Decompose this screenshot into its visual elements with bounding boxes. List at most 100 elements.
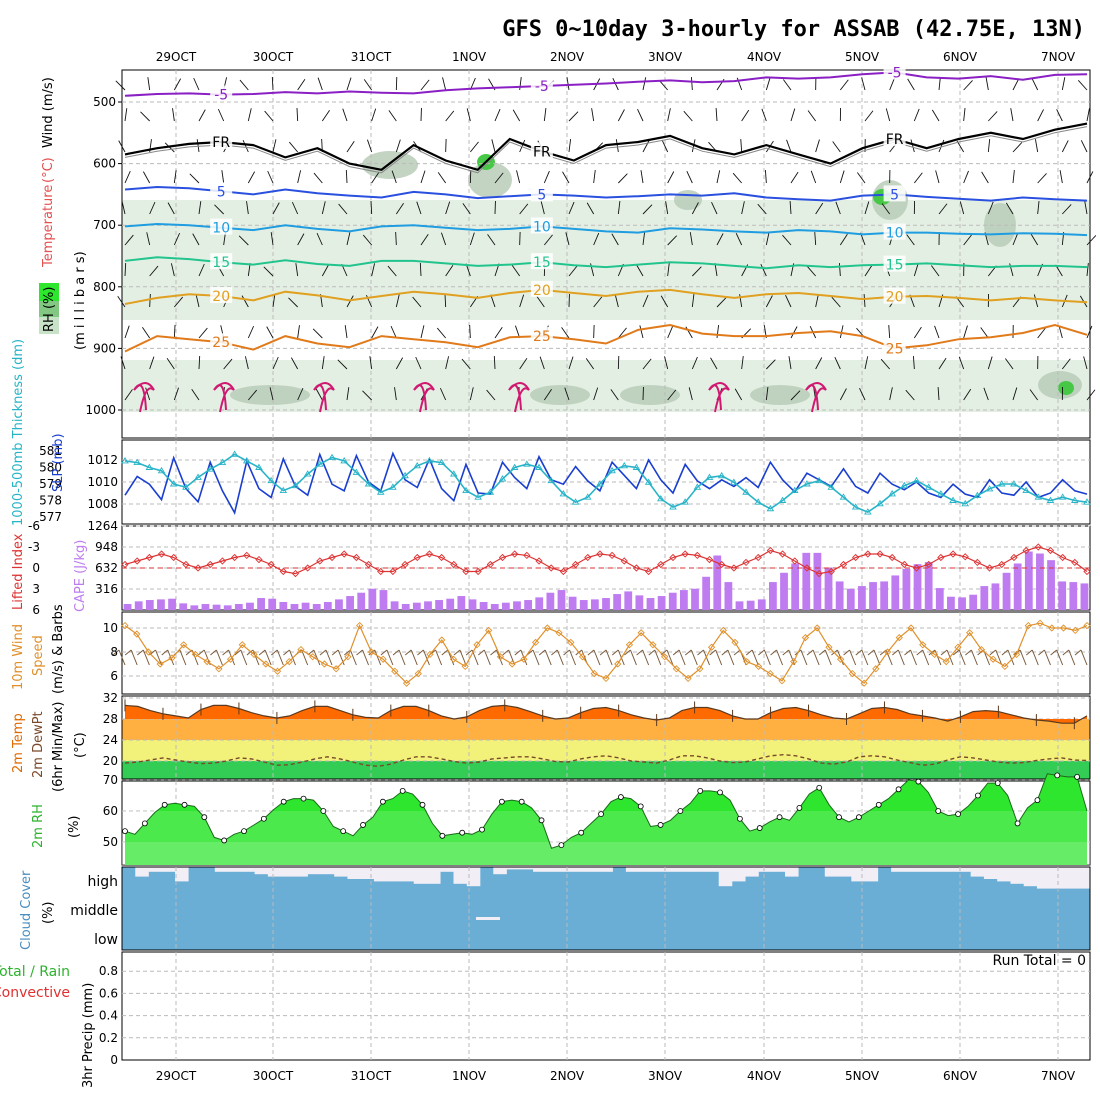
li-marker-8 — [218, 557, 227, 565]
wind-barb-flag-39 — [587, 649, 595, 656]
barb-3-6 — [267, 170, 274, 184]
contour-label-0-0: -5 — [214, 88, 228, 104]
barb-4-25 — [741, 201, 745, 215]
barb-1-31 — [885, 108, 891, 122]
cloud-high-gap-64 — [970, 867, 985, 877]
legend-convective: Convective — [0, 985, 70, 1001]
li-marker-20 — [364, 560, 373, 569]
barb-4-10 — [370, 200, 373, 215]
thick-marker-4 — [169, 480, 178, 487]
barb-7-28 — [815, 294, 819, 308]
li-line — [124, 546, 1088, 575]
barb-3-23 — [686, 171, 693, 184]
barb-10-18 — [564, 387, 570, 401]
wind-marker-49 — [696, 665, 704, 673]
cape-bar-47 — [646, 598, 655, 610]
cape-bar-1 — [134, 601, 143, 610]
thick-marker-0 — [121, 457, 129, 464]
barb-2-38 — [1061, 140, 1069, 153]
barb-4-9 — [338, 203, 348, 215]
wind-barb-flag-47 — [685, 649, 692, 656]
barb-9-1 — [149, 356, 155, 370]
barb-4-36 — [1005, 202, 1014, 215]
contour-label-0-1: -5 — [535, 79, 549, 95]
barb-1-27 — [790, 108, 796, 122]
barb-7-19 — [593, 296, 603, 308]
barb-8-27 — [790, 326, 798, 339]
barb-9-8 — [321, 356, 325, 370]
thick-marker-53 — [766, 504, 775, 512]
cape-bar-6 — [190, 605, 199, 610]
wind-barb-31 — [496, 649, 503, 666]
barb-4-34 — [959, 201, 965, 215]
barb-7-13 — [444, 293, 447, 308]
cloud-high-gap-41 — [665, 867, 680, 872]
barb-4-5 — [246, 201, 249, 215]
barb-7-11 — [395, 294, 400, 308]
li-marker-18 — [340, 550, 348, 558]
wind-marker-4 — [168, 654, 176, 662]
wind10m-panel: 6 8 10 10m Wind Speed (m/s) & Barbs — [11, 604, 1091, 695]
wind-barb-flag-19 — [344, 649, 351, 656]
thick-marker-41 — [620, 461, 629, 469]
wind-barb-flag-27 — [441, 649, 449, 656]
cape-bar-16 — [301, 602, 310, 610]
barb-2-25 — [740, 139, 743, 153]
li-marker-61 — [864, 550, 872, 558]
wind-barb-flag-25 — [417, 649, 424, 656]
wind-marker-61 — [836, 655, 845, 663]
barb-6-3 — [198, 263, 205, 277]
barb-4-18 — [568, 201, 575, 215]
wind-marker-3 — [156, 660, 164, 668]
thick-marker-62 — [876, 499, 884, 507]
li-marker-19 — [352, 553, 361, 562]
wind-barb-flag-61 — [855, 649, 863, 656]
barb-8-39 — [1086, 325, 1093, 339]
barb-5-21 — [642, 232, 646, 246]
barb-1-39 — [1086, 108, 1090, 122]
contour-label-bg-2-0 — [210, 182, 233, 199]
cloud-high-gap-21 — [400, 867, 415, 882]
thick-marker-59 — [839, 493, 848, 500]
barb-0-16 — [519, 77, 522, 91]
contour-label-bg-6-1 — [530, 327, 553, 344]
upper-ytick-4: 900 — [93, 341, 116, 355]
cape-bar-76 — [969, 594, 978, 610]
barb-7-26 — [765, 295, 773, 308]
cloud-mid-gap — [476, 917, 500, 920]
wind-barb-flag-69 — [952, 649, 960, 656]
rh-marker-46 — [578, 829, 585, 836]
thick-marker-24 — [413, 461, 422, 469]
barb-1-9 — [342, 108, 348, 122]
barb-9-34 — [958, 356, 965, 370]
precip-tick-4: 0.8 — [99, 964, 118, 978]
wind-marker-45 — [649, 641, 657, 649]
thick-marker-79 — [1083, 498, 1091, 505]
barb-5-26 — [765, 232, 770, 246]
x-top-label-0: 29OCT — [156, 50, 197, 64]
rh-band-50 — [122, 842, 1090, 865]
barb-1-33 — [931, 109, 940, 122]
upper-ytick-2: 700 — [93, 218, 116, 232]
cape-bar-15 — [290, 604, 299, 610]
upper-ytick-0: 500 — [93, 95, 116, 109]
precip-tick-2: 0.4 — [99, 1009, 118, 1023]
thick-marker-7 — [206, 465, 215, 472]
wind-barb-flag-58 — [818, 649, 826, 656]
thick-marker-16 — [316, 460, 324, 467]
cloud-level-0: high — [87, 874, 118, 890]
cape-bar-54 — [724, 582, 733, 610]
barb-9-23 — [691, 356, 698, 370]
wind-barb-flag-20 — [356, 649, 363, 656]
wind-barb-flag-75 — [1025, 649, 1033, 656]
barb-9-25 — [741, 356, 744, 370]
wind-barb-flag-48 — [697, 649, 704, 656]
wind-marker-44 — [637, 629, 645, 637]
thick-marker-17 — [328, 453, 336, 461]
wind-barb-flag-10 — [234, 649, 242, 656]
wind-barb-flag-9 — [222, 649, 229, 656]
wind-barb-8 — [215, 649, 223, 666]
thick-marker-21 — [376, 488, 385, 495]
wind-barb-11 — [252, 649, 260, 666]
barb-1-0 — [124, 108, 128, 122]
